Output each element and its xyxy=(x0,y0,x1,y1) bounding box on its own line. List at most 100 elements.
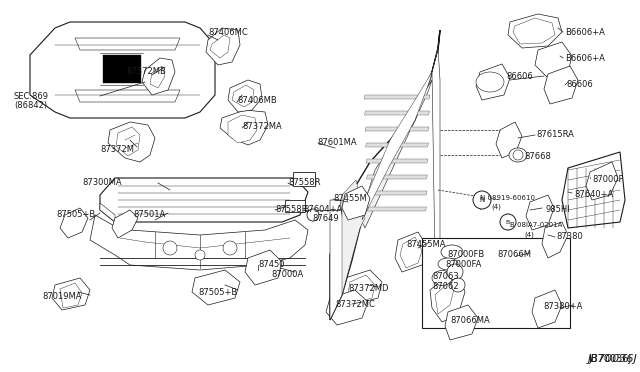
Polygon shape xyxy=(365,143,429,147)
Text: 87455M: 87455M xyxy=(333,194,367,203)
Text: 87000F: 87000F xyxy=(592,175,623,184)
Text: 87380: 87380 xyxy=(556,232,583,241)
Text: 87000A: 87000A xyxy=(271,270,303,279)
Text: N: N xyxy=(479,197,484,203)
Text: 87000FA: 87000FA xyxy=(445,260,481,269)
Polygon shape xyxy=(342,180,365,295)
Circle shape xyxy=(163,241,177,255)
Polygon shape xyxy=(206,28,240,65)
Polygon shape xyxy=(532,290,562,328)
Text: 87372MC: 87372MC xyxy=(335,300,375,309)
Bar xyxy=(285,200,305,212)
Ellipse shape xyxy=(438,258,458,270)
Polygon shape xyxy=(508,14,562,48)
Text: 87505+B: 87505+B xyxy=(198,288,237,297)
Text: 87501A: 87501A xyxy=(133,210,165,219)
Polygon shape xyxy=(326,290,368,325)
Bar xyxy=(293,172,315,186)
Polygon shape xyxy=(362,50,438,220)
Polygon shape xyxy=(365,127,429,131)
Ellipse shape xyxy=(432,270,452,285)
Polygon shape xyxy=(75,38,180,50)
Polygon shape xyxy=(562,152,625,228)
Polygon shape xyxy=(342,186,370,220)
Text: (4): (4) xyxy=(524,231,534,237)
Polygon shape xyxy=(513,18,555,44)
Polygon shape xyxy=(60,208,88,238)
Polygon shape xyxy=(432,48,440,260)
Text: 87380+A: 87380+A xyxy=(543,302,582,311)
Text: 87406MC: 87406MC xyxy=(208,28,248,37)
Polygon shape xyxy=(342,270,382,305)
Text: 87372MD: 87372MD xyxy=(348,284,388,293)
Ellipse shape xyxy=(441,245,463,259)
Text: 87615RA: 87615RA xyxy=(536,130,574,139)
Polygon shape xyxy=(330,200,348,320)
Polygon shape xyxy=(90,215,308,270)
Polygon shape xyxy=(232,85,254,107)
Polygon shape xyxy=(348,275,375,303)
Polygon shape xyxy=(245,250,282,285)
Polygon shape xyxy=(60,283,82,308)
Text: 87406MB: 87406MB xyxy=(237,96,276,105)
Text: 87601MA: 87601MA xyxy=(317,138,356,147)
Text: JB70036J: JB70036J xyxy=(588,354,631,364)
Circle shape xyxy=(447,264,463,280)
Text: 87455MA: 87455MA xyxy=(406,240,445,249)
Text: 87668: 87668 xyxy=(524,152,551,161)
Polygon shape xyxy=(445,305,478,340)
Circle shape xyxy=(195,250,205,260)
Polygon shape xyxy=(365,111,429,115)
Polygon shape xyxy=(366,159,428,163)
Text: 87649: 87649 xyxy=(312,214,339,223)
Circle shape xyxy=(223,241,237,255)
Polygon shape xyxy=(228,115,257,143)
Polygon shape xyxy=(220,110,268,145)
Polygon shape xyxy=(228,80,262,112)
Polygon shape xyxy=(526,195,554,230)
Polygon shape xyxy=(367,191,427,195)
Text: 87372M: 87372M xyxy=(100,145,134,154)
Polygon shape xyxy=(112,210,138,238)
Text: 86606: 86606 xyxy=(566,80,593,89)
Circle shape xyxy=(451,278,465,292)
Text: 87640+A: 87640+A xyxy=(574,190,613,199)
Text: 87558R: 87558R xyxy=(288,178,321,187)
Text: (86842): (86842) xyxy=(14,101,47,110)
Bar xyxy=(103,55,141,83)
Polygon shape xyxy=(100,203,115,222)
Ellipse shape xyxy=(509,148,527,162)
Polygon shape xyxy=(116,127,140,156)
Circle shape xyxy=(307,209,319,221)
Polygon shape xyxy=(586,162,618,200)
Bar xyxy=(422,238,570,328)
Text: B6606+A: B6606+A xyxy=(565,54,605,63)
Polygon shape xyxy=(360,80,432,228)
Polygon shape xyxy=(367,207,426,211)
Text: 87505+B: 87505+B xyxy=(56,210,95,219)
Polygon shape xyxy=(364,95,430,99)
Polygon shape xyxy=(192,270,240,305)
Text: 86606: 86606 xyxy=(506,72,532,81)
Text: 87063: 87063 xyxy=(432,272,459,281)
Polygon shape xyxy=(100,178,308,222)
Polygon shape xyxy=(476,64,510,100)
Text: 87604+A: 87604+A xyxy=(303,205,342,214)
Text: B6606+A: B6606+A xyxy=(565,28,605,37)
Polygon shape xyxy=(430,278,465,322)
Circle shape xyxy=(513,150,523,160)
Polygon shape xyxy=(330,30,440,320)
Polygon shape xyxy=(52,278,90,310)
Polygon shape xyxy=(75,90,180,102)
Polygon shape xyxy=(535,42,572,78)
Circle shape xyxy=(500,214,516,230)
Polygon shape xyxy=(494,242,522,274)
Polygon shape xyxy=(435,283,455,314)
Polygon shape xyxy=(496,122,522,158)
Ellipse shape xyxy=(476,72,504,92)
Polygon shape xyxy=(142,58,175,95)
Text: 985HI: 985HI xyxy=(545,205,570,214)
Text: 87558R: 87558R xyxy=(275,205,307,214)
Text: JB70036J: JB70036J xyxy=(588,354,637,364)
Polygon shape xyxy=(30,22,215,118)
